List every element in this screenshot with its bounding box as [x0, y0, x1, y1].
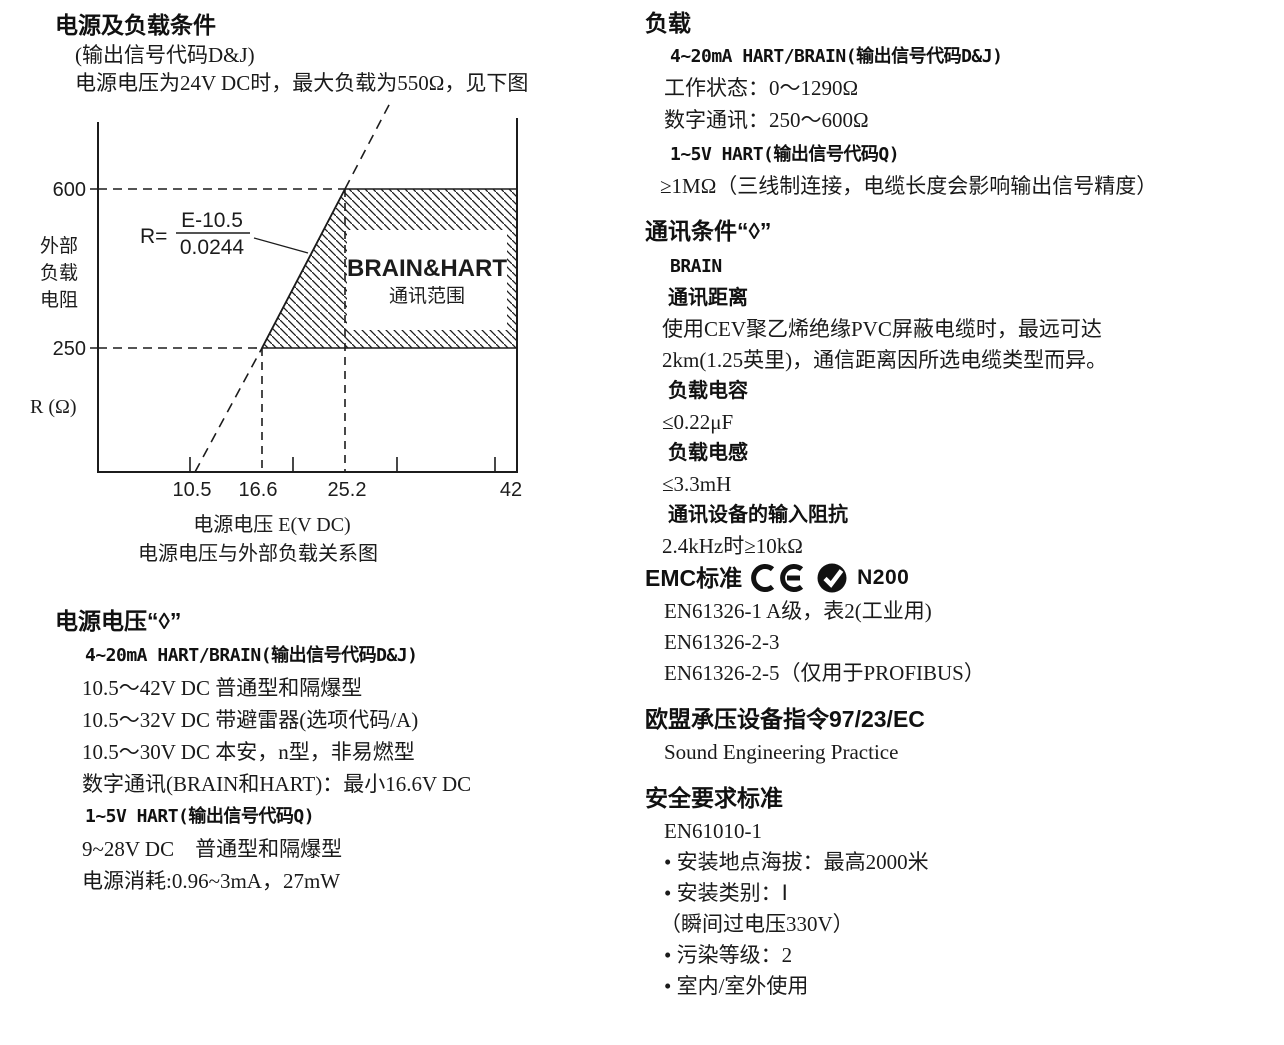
formula-lhs: R= [140, 225, 167, 248]
comm-distance-title: 通讯距离 [668, 287, 748, 309]
load-impedance-line: ≥1MΩ（三线制连接，电缆长度会影响输出信号精度） [660, 174, 1158, 198]
safety-bullet-indoor-outdoor: • 室内/室外使用 [664, 974, 809, 998]
x-axis-ticks [189, 457, 496, 472]
boundary-line-solid [261, 188, 346, 349]
safety-bullet-altitude: • 安装地点海拔：最高2000米 [664, 850, 929, 874]
section-title-load: 负载 [645, 10, 691, 36]
emc-line2: EN61326-2-3 [664, 630, 780, 654]
y-axis-label-2: 负载 [40, 262, 78, 284]
region-label-line2: 通讯范围 [389, 285, 465, 307]
comm-capacitance-title: 负载电容 [668, 380, 748, 402]
comm-inductance-value: ≤3.3mH [662, 472, 732, 496]
x-tick-42: 42 [500, 479, 522, 501]
safety-standard-line: EN61010-1 [664, 819, 762, 843]
boundary-line-dashed-high [344, 102, 391, 190]
load-code-q-line: 1~5V HART(输出信号代码Q) [670, 144, 900, 165]
section-title-supply-voltage: 电源电压“◊” [55, 608, 182, 634]
comm-brain-line: BRAIN [670, 256, 722, 277]
formula-denominator: 0.0244 [180, 236, 245, 259]
y-axis-label-3: 电阻 [40, 289, 78, 311]
x-tick-10-5: 10.5 [173, 479, 212, 501]
formula-numerator: E-10.5 [181, 209, 243, 232]
emc-line3: EN61326-2-5（仅用于PROFIBUS） [664, 661, 985, 685]
n200-label: N200 [857, 566, 910, 589]
x-tick-25-2: 25.2 [328, 479, 367, 501]
power-is-line: 10.5～30V DC 本安，n型，非易燃型 [82, 740, 415, 764]
ped-line1: Sound Engineering Practice [664, 740, 899, 764]
c-tick-mark-icon [817, 563, 847, 593]
max-load-intro: 电源电压为24V DC时，最大负载为550Ω，见下图 [75, 71, 529, 95]
section-title-power-load-conditions: 电源及负载条件 [55, 12, 216, 38]
load-working-line: 工作状态：0～1290Ω [664, 76, 859, 100]
safety-bullet-pollution: • 污染等级：2 [664, 943, 793, 967]
section-title-comm-conditions: 通讯条件“◊” [645, 218, 772, 244]
safety-transient-note: （瞬间过电压330V） [660, 912, 854, 936]
load-digital-line: 数字通讯：250～600Ω [664, 108, 869, 132]
formula-leader-line [253, 237, 309, 254]
load-vs-supply-voltage-chart: BRAIN&HART 通讯范围 R= E-10.5 0.0244 600 250… [30, 102, 522, 565]
x-tick-16-6: 16.6 [239, 479, 278, 501]
comm-capacitance-value: ≤0.22μF [662, 410, 734, 434]
y-axis-label-1: 外部 [40, 235, 78, 257]
load-code-dj-line: 4~20mA HART/BRAIN(输出信号代码D&J) [670, 46, 1003, 67]
section-title-ped: 欧盟承压设备指令97/23/EC [645, 706, 925, 732]
power-range-line: 10.5～42V DC 普通型和隔爆型 [82, 676, 363, 700]
y-tick-600: 600 [53, 179, 86, 201]
comm-input-impedance-title: 通讯设备的输入阻抗 [668, 504, 848, 526]
y-axis-ticks [90, 188, 98, 349]
ce-mark-icon [751, 564, 804, 592]
x-axis-label: 电源电压 E(V DC) [193, 513, 350, 536]
comm-distance-line2: 2km(1.25英里)，通信距离因所选电缆类型而异。 [662, 348, 1108, 372]
boundary-line-dashed-low [194, 347, 263, 473]
section-title-safety: 安全要求标准 [645, 785, 783, 811]
output-signal-code-note: (输出信号代码D&J) [75, 43, 255, 67]
y-axis-unit: R (Ω) [30, 396, 77, 418]
emc-heading-row: EMC标准 N200 [645, 562, 909, 594]
section-title-emc: EMC标准 [645, 565, 743, 591]
comm-input-impedance-value: 2.4kHz时≥10kΩ [662, 534, 803, 558]
power-consumption-line: 电源消耗:0.96~3mA，27mW [82, 869, 341, 893]
safety-bullet-category: • 安装类别：Ⅰ [664, 881, 788, 905]
y-tick-250: 250 [53, 338, 86, 360]
region-label-line1: BRAIN&HART [347, 255, 507, 282]
power-code-q-line: 1~5V HART(输出信号代码Q) [85, 806, 315, 827]
chart-caption: 电源电压与外部负载关系图 [138, 542, 378, 565]
power-code-dj-line: 4~20mA HART/BRAIN(输出信号代码D&J) [85, 645, 418, 666]
emc-line1: EN61326-1 A级，表2(工业用) [664, 599, 932, 623]
comm-inductance-title: 负载电感 [668, 442, 748, 464]
comm-distance-line1: 使用CEV聚乙烯绝缘PVC屏蔽电缆时，最远可达 [662, 317, 1102, 341]
power-9-28-line: 9~28V DC 普通型和隔爆型 [82, 837, 343, 861]
power-digital-min-line: 数字通讯(BRAIN和HART)：最小16.6V DC [82, 772, 472, 796]
power-arrester-line: 10.5～32V DC 带避雷器(选项代码/A) [82, 708, 419, 732]
region-label-box [347, 230, 507, 330]
